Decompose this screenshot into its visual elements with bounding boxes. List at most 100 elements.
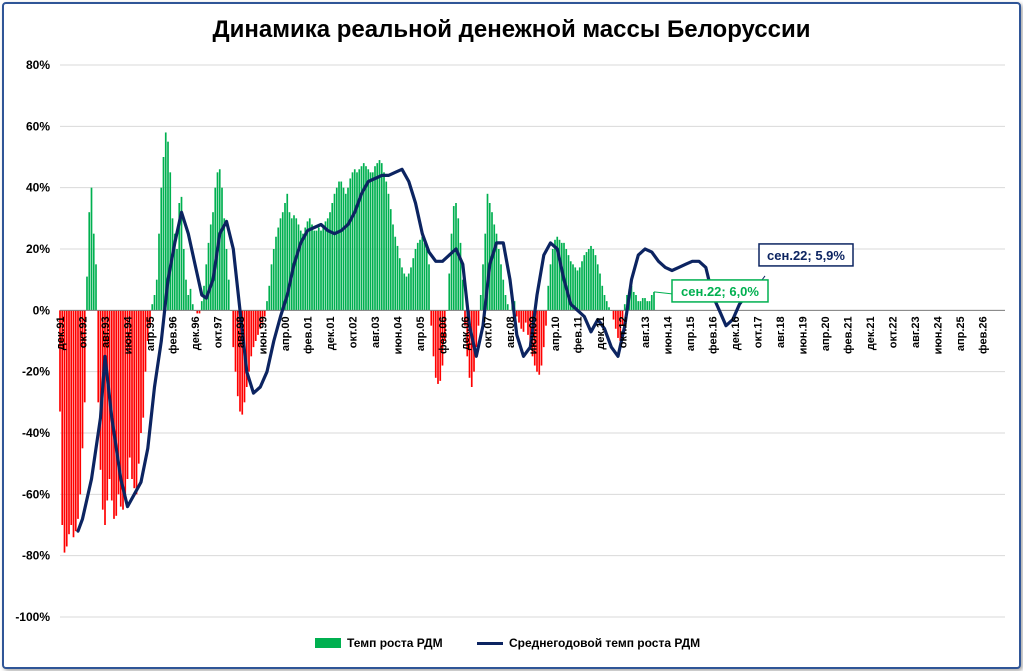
bar (630, 285, 633, 311)
x-tick-label: апр.15 (685, 316, 697, 351)
bar (414, 249, 417, 311)
bar (556, 236, 559, 311)
x-tick-label: фев.21 (843, 316, 855, 354)
bar (412, 258, 415, 311)
x-tick-label: июн.04 (393, 315, 405, 354)
bar (441, 310, 444, 366)
bar (551, 249, 554, 311)
bar (497, 249, 500, 311)
x-tick-label: фев.11 (573, 316, 585, 353)
bar (567, 255, 570, 311)
bar (79, 310, 82, 495)
bar (353, 169, 356, 311)
bar (569, 261, 572, 311)
y-tick-label: 0% (33, 303, 51, 317)
bar (392, 224, 394, 311)
bar (173, 233, 176, 311)
bar (225, 249, 228, 311)
bar (371, 172, 374, 311)
x-tick-label: окт.02 (348, 316, 360, 348)
bar (587, 249, 590, 311)
bar (459, 242, 462, 311)
bar (356, 172, 358, 311)
bar (270, 264, 273, 311)
bar (115, 310, 118, 516)
bar (236, 310, 239, 397)
bar (362, 163, 365, 311)
bar (333, 193, 336, 311)
bar (205, 264, 208, 311)
bar (101, 310, 104, 510)
bar (527, 310, 529, 335)
y-tick-label: -20% (22, 365, 50, 379)
bar (299, 230, 302, 311)
bar (374, 166, 376, 311)
bar (396, 245, 399, 311)
bar (68, 310, 70, 535)
bar (533, 310, 536, 366)
bar (180, 196, 183, 311)
bar (149, 310, 151, 326)
bar (644, 298, 646, 311)
bar (450, 233, 453, 311)
bar (540, 310, 543, 366)
bar (522, 310, 525, 332)
bar (160, 187, 163, 311)
annotation-label-line: сен.22; 5,9% (767, 248, 845, 263)
y-tick-label: -100% (15, 610, 50, 624)
bar (452, 206, 455, 311)
legend-label-bars: Темп роста РДМ (347, 636, 443, 650)
bar (536, 310, 538, 372)
bar (187, 295, 190, 311)
bar (405, 276, 408, 311)
bar (74, 310, 77, 532)
bar (344, 193, 347, 311)
bar (290, 218, 293, 311)
x-tick-label: июн.94 (123, 315, 135, 354)
y-tick-label: -60% (22, 487, 50, 501)
chart-title: Динамика реальной денежной массы Белорус… (212, 16, 811, 43)
bar (65, 310, 68, 547)
bar (335, 187, 338, 311)
bar (295, 218, 298, 311)
annotation-box-bar (671, 279, 769, 303)
bar (484, 233, 487, 311)
x-tick-label: июн.24 (933, 315, 945, 354)
bar (338, 181, 340, 311)
bar (113, 310, 115, 519)
bar (198, 310, 201, 314)
bar (317, 227, 320, 311)
x-tick-label: апр.95 (145, 316, 157, 351)
bar (461, 279, 464, 311)
x-tick-label: окт.07 (483, 316, 495, 348)
legend-swatch-line (477, 641, 503, 645)
x-tick-label: апр.05 (415, 316, 427, 351)
bar (576, 270, 579, 311)
bar (365, 166, 367, 311)
bar (592, 249, 595, 311)
bar (83, 310, 86, 403)
bar (623, 304, 626, 311)
x-tick-label: дек.21 (865, 316, 877, 350)
bar (140, 310, 142, 433)
bar (254, 310, 257, 341)
bar (232, 310, 235, 348)
bar (383, 172, 385, 311)
legend-label-line: Среднегодовой темп роста РДМ (509, 636, 701, 650)
x-tick-label: дек.01 (325, 316, 337, 350)
bar (72, 310, 75, 538)
bar (146, 310, 149, 341)
x-tick-label: авг.18 (775, 316, 787, 348)
bar (158, 233, 160, 311)
bar (574, 267, 577, 311)
bar (387, 193, 390, 311)
bar (259, 310, 262, 329)
bar (169, 172, 172, 311)
bar (239, 310, 241, 412)
bar (99, 310, 102, 470)
bar (621, 310, 624, 326)
bar (443, 310, 446, 341)
bar (212, 212, 214, 311)
y-tick-label: -80% (22, 549, 50, 563)
